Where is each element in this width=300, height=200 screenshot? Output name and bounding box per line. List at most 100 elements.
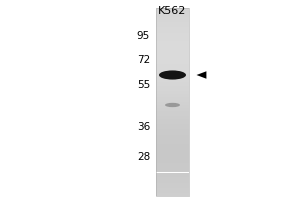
Bar bbox=[156, 88, 189, 89]
Bar bbox=[156, 108, 189, 110]
Bar bbox=[156, 97, 189, 99]
Bar bbox=[156, 30, 189, 31]
Bar bbox=[156, 50, 189, 52]
Bar bbox=[156, 191, 189, 193]
Bar bbox=[156, 10, 189, 11]
Bar bbox=[156, 138, 189, 140]
Bar bbox=[156, 68, 189, 69]
Bar bbox=[156, 151, 189, 152]
Bar bbox=[156, 57, 189, 58]
Bar bbox=[156, 22, 189, 24]
Bar bbox=[156, 133, 189, 135]
Bar bbox=[156, 85, 189, 86]
Bar bbox=[156, 146, 189, 147]
Bar bbox=[156, 61, 189, 63]
Bar bbox=[156, 171, 189, 172]
Bar bbox=[156, 172, 189, 174]
Bar bbox=[156, 72, 189, 74]
Bar bbox=[156, 39, 189, 41]
Bar bbox=[156, 49, 189, 50]
Bar bbox=[156, 27, 189, 28]
Bar bbox=[156, 135, 189, 136]
Bar bbox=[156, 99, 189, 100]
Bar bbox=[156, 102, 189, 104]
Bar bbox=[156, 96, 189, 97]
Bar bbox=[156, 53, 189, 55]
Bar bbox=[156, 113, 189, 115]
Bar bbox=[156, 82, 189, 83]
Bar bbox=[156, 165, 189, 166]
Bar bbox=[156, 41, 189, 42]
Bar bbox=[156, 154, 189, 155]
Bar bbox=[156, 28, 189, 30]
Bar bbox=[156, 166, 189, 168]
Bar bbox=[156, 42, 189, 44]
Bar bbox=[156, 71, 189, 72]
Bar bbox=[156, 110, 189, 111]
Bar bbox=[156, 116, 189, 118]
Bar bbox=[156, 124, 189, 126]
Bar bbox=[156, 8, 189, 196]
Bar bbox=[156, 136, 189, 138]
Bar bbox=[156, 14, 189, 16]
Bar bbox=[156, 25, 189, 27]
Bar bbox=[156, 144, 189, 146]
Bar bbox=[156, 149, 189, 151]
Bar bbox=[156, 35, 189, 36]
Text: 36: 36 bbox=[137, 122, 150, 132]
Bar bbox=[156, 193, 189, 194]
Bar bbox=[156, 36, 189, 38]
Bar bbox=[156, 180, 189, 182]
Bar bbox=[156, 132, 189, 133]
Bar bbox=[156, 127, 189, 129]
Bar bbox=[156, 188, 189, 190]
Bar bbox=[156, 162, 189, 163]
Bar bbox=[156, 55, 189, 57]
Bar bbox=[156, 19, 189, 21]
Bar bbox=[156, 157, 189, 158]
Bar bbox=[156, 77, 189, 79]
Bar bbox=[156, 176, 189, 177]
Bar bbox=[156, 126, 189, 127]
Bar bbox=[156, 11, 189, 13]
Bar bbox=[156, 105, 189, 107]
Bar bbox=[156, 104, 189, 105]
Bar bbox=[156, 129, 189, 130]
Bar bbox=[156, 140, 189, 141]
Bar bbox=[156, 158, 189, 160]
Bar bbox=[156, 89, 189, 91]
Text: 72: 72 bbox=[137, 55, 150, 65]
Bar bbox=[156, 122, 189, 124]
Bar bbox=[156, 75, 189, 77]
Bar bbox=[156, 8, 189, 10]
Bar bbox=[156, 69, 189, 71]
Bar bbox=[156, 38, 189, 39]
Bar bbox=[156, 174, 189, 176]
Bar bbox=[156, 143, 189, 144]
Bar bbox=[156, 168, 189, 169]
Bar bbox=[156, 177, 189, 179]
Bar bbox=[156, 78, 189, 80]
Bar bbox=[156, 46, 189, 47]
Bar bbox=[156, 63, 189, 64]
Bar bbox=[156, 31, 189, 33]
Bar bbox=[156, 147, 189, 149]
Bar bbox=[156, 100, 189, 102]
Bar bbox=[156, 115, 189, 116]
Bar bbox=[156, 119, 189, 121]
Bar bbox=[156, 141, 189, 143]
Bar bbox=[156, 183, 189, 185]
Bar bbox=[156, 86, 189, 88]
Bar bbox=[156, 194, 189, 196]
Bar bbox=[156, 130, 189, 132]
Bar bbox=[156, 160, 189, 162]
Bar bbox=[156, 83, 189, 85]
Bar bbox=[156, 187, 189, 188]
Ellipse shape bbox=[165, 103, 180, 107]
Bar bbox=[156, 190, 189, 191]
Bar bbox=[156, 44, 189, 46]
Bar bbox=[156, 93, 189, 94]
Bar bbox=[156, 66, 189, 68]
Text: 28: 28 bbox=[137, 152, 150, 162]
Bar bbox=[156, 182, 189, 183]
